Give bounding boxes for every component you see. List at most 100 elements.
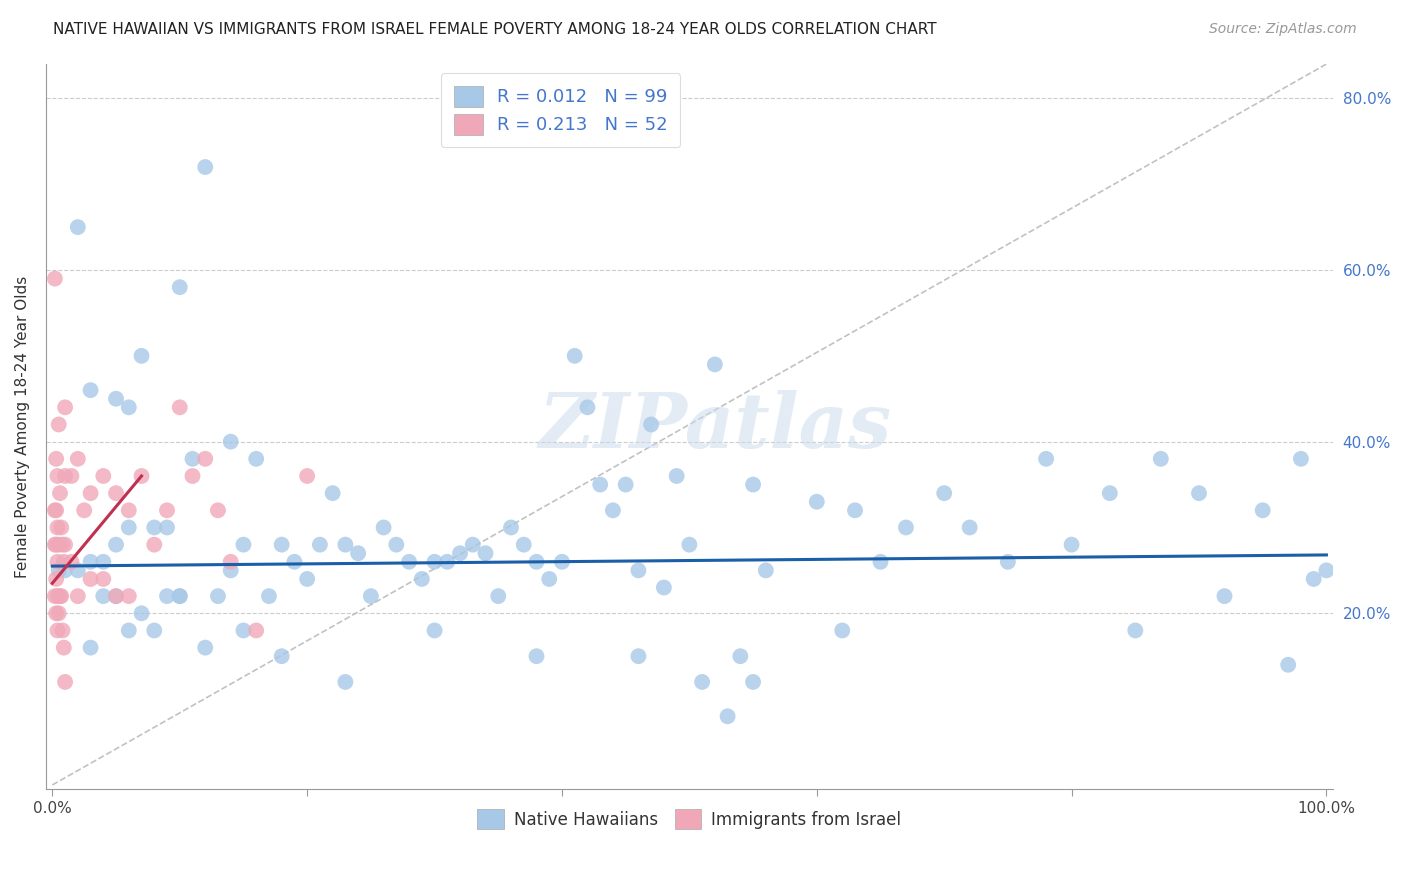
Point <box>118 401 141 415</box>
Point <box>181 451 204 466</box>
Point <box>690 675 713 690</box>
Point <box>844 503 866 517</box>
Text: NATIVE HAWAIIAN VS IMMIGRANTS FROM ISRAEL FEMALE POVERTY AMONG 18-24 YEAR OLDS C: NATIVE HAWAIIAN VS IMMIGRANTS FROM ISRAE… <box>53 22 936 37</box>
Point <box>46 469 69 483</box>
Point <box>270 649 292 664</box>
Point <box>1213 589 1236 603</box>
Point <box>60 555 83 569</box>
Point <box>627 563 650 577</box>
Point <box>143 538 166 552</box>
Point <box>1289 451 1312 466</box>
Point <box>181 469 204 483</box>
Point <box>232 538 254 552</box>
Point <box>322 486 344 500</box>
Point <box>169 589 191 603</box>
Point <box>474 546 496 560</box>
Point <box>1060 538 1083 552</box>
Point <box>513 538 536 552</box>
Point <box>194 640 217 655</box>
Point <box>48 563 70 577</box>
Point <box>45 572 67 586</box>
Point <box>91 469 114 483</box>
Point <box>53 401 76 415</box>
Point <box>79 383 101 397</box>
Point <box>44 538 66 552</box>
Point <box>232 624 254 638</box>
Point <box>66 589 89 603</box>
Point <box>627 649 650 664</box>
Y-axis label: Female Poverty Among 18-24 Year Olds: Female Poverty Among 18-24 Year Olds <box>15 276 30 578</box>
Point <box>1098 486 1121 500</box>
Point <box>207 503 229 517</box>
Point <box>48 607 70 621</box>
Point <box>79 572 101 586</box>
Point <box>461 538 484 552</box>
Point <box>1035 451 1057 466</box>
Point <box>45 538 67 552</box>
Point <box>156 503 179 517</box>
Point <box>131 349 153 363</box>
Point <box>589 477 612 491</box>
Point <box>538 572 561 586</box>
Point <box>91 572 114 586</box>
Point <box>652 581 675 595</box>
Point <box>295 572 318 586</box>
Point <box>486 589 509 603</box>
Point <box>309 538 332 552</box>
Point <box>219 434 242 449</box>
Point <box>46 589 69 603</box>
Point <box>118 503 141 517</box>
Legend: Native Hawaiians, Immigrants from Israel: Native Hawaiians, Immigrants from Israel <box>471 803 908 835</box>
Point <box>169 401 191 415</box>
Point <box>270 538 292 552</box>
Text: ZIPatlas: ZIPatlas <box>538 390 891 464</box>
Point <box>755 563 778 577</box>
Point <box>91 555 114 569</box>
Point <box>53 538 76 552</box>
Point <box>959 520 981 534</box>
Point <box>1123 624 1146 638</box>
Point <box>373 520 395 534</box>
Point <box>576 401 599 415</box>
Point <box>934 486 956 500</box>
Point <box>73 503 96 517</box>
Point <box>66 451 89 466</box>
Point <box>551 555 574 569</box>
Point <box>143 520 166 534</box>
Point <box>997 555 1019 569</box>
Point <box>335 675 357 690</box>
Point <box>283 555 305 569</box>
Point <box>105 538 128 552</box>
Point <box>423 555 446 569</box>
Point <box>831 624 853 638</box>
Point <box>52 555 75 569</box>
Point <box>48 417 70 432</box>
Point <box>118 520 141 534</box>
Point <box>105 486 128 500</box>
Point <box>219 555 242 569</box>
Point <box>118 589 141 603</box>
Point <box>449 546 471 560</box>
Point <box>742 675 765 690</box>
Point <box>66 220 89 235</box>
Point <box>52 640 75 655</box>
Point <box>499 520 522 534</box>
Point <box>1150 451 1173 466</box>
Point <box>51 624 73 638</box>
Point <box>66 563 89 577</box>
Point <box>219 563 242 577</box>
Point <box>742 477 765 491</box>
Point <box>79 640 101 655</box>
Point <box>640 417 662 432</box>
Point <box>194 451 217 466</box>
Point <box>194 160 217 174</box>
Point <box>526 649 548 664</box>
Point <box>46 555 69 569</box>
Point <box>806 494 828 508</box>
Point <box>614 477 637 491</box>
Point <box>91 589 114 603</box>
Point <box>53 563 76 577</box>
Point <box>49 486 72 500</box>
Point <box>385 538 408 552</box>
Point <box>131 469 153 483</box>
